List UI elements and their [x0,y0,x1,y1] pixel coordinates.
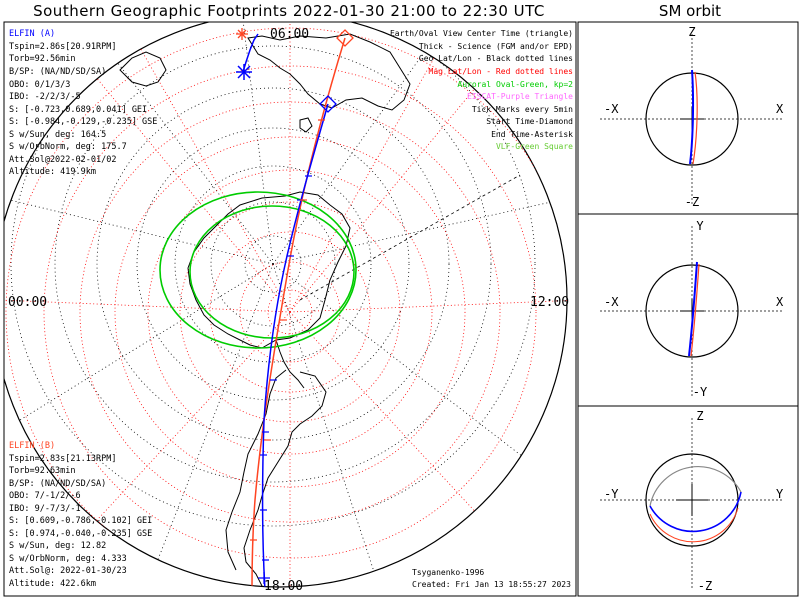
mlt-label-left: 00:00 [8,295,47,310]
elfin-a-line: S w/OrbNorm, deg: 175.7 [9,142,127,152]
elfin-b-start-diamond [336,29,354,47]
antarctic-peninsula [275,339,305,389]
australia-coastline [247,33,411,111]
sm-xz-b-track [692,71,698,165]
axis-label: X [776,295,784,309]
elfin-b-ticks [250,119,325,541]
elfin-a-line: Att.Sol@2022-02-01/02 [9,155,116,165]
elfin-b-line: B/SP: (NA/ND/SD/SA) [9,479,106,489]
elfin-b-line: Tspin=2.83s[21.13RPM] [9,454,116,464]
geo-longitude-grid [9,22,561,587]
elfin-b-line: OBO: 7/-1/2/-6 [9,491,81,501]
elfin-a-line: S w/Sun, deg: 164.5 [9,130,106,140]
elfin-a-end-asterisk [236,64,252,80]
elfin-b-line: S w/Sun, deg: 12.82 [9,541,106,551]
elfin-b-line: S: [0.974,-0.040,-0.235] GSE [9,529,152,539]
elfin-b-line: Torb=92.63min [9,466,76,476]
sm-xz-a-track [689,69,695,165]
axis-label: -Z [698,579,712,593]
legend-entry: Geo Lat/Lon - Black dotted lines [419,54,573,63]
axis-label: -X [604,102,619,116]
tasmania-coastline [299,117,313,133]
elfin-a-line: IBO: -2/2/3/-5 [9,92,81,102]
sm-frame [577,21,799,597]
geo-latitude-grid [10,22,536,527]
elfin-b-line: Att.Sol@: 2022-01-30/23 [9,566,127,576]
sm-xy-a-track [688,261,698,357]
elfin-b-end-asterisk [236,28,248,40]
axis-label: -Y [693,385,708,399]
plot-title: Southern Geographic Footprints 2022-01-3… [33,2,545,20]
auroral-oval-outer [159,191,357,349]
elfin-b-track [251,37,346,587]
mlt-label-bottom: 18:00 [264,579,303,594]
legend-entry: EISCAT-Purple Triangle [467,92,573,101]
antarctica-coastline [187,191,351,349]
axis-label: Z [688,25,695,39]
legend-entry: Auroral Oval-Green, kp=2 [457,80,573,89]
south-america-west [225,369,287,571]
sm-yz-ref-arc [649,466,742,507]
elfin-a-info: ELFIN (A) Tspin=2.86s[20.91RPM] Torb=92.… [9,29,157,177]
sm-orbit-panels: Z -Z -X X Y -Y -X X [577,21,799,597]
globe-outline [4,22,568,588]
axis-label: -Y [604,487,619,501]
sm-orbit-title: SM orbit [658,2,722,20]
legend-entry: Start Time-Diamond [486,117,573,126]
elfin-b-header: ELFIN (B) [9,441,55,451]
legend-entry: End Time-Asterisk [491,130,573,139]
elfin-a-line: Tspin=2.86s[20.91RPM] [9,42,116,52]
legend-entry: Earth/Oval View Center Time (triangle) [390,29,573,38]
elfin-a-line: OBO: 0/1/3/3 [9,80,70,90]
map-legend: Earth/Oval View Center Time (triangle) T… [390,29,573,151]
axis-label: -Z [685,195,699,209]
legend-entry: VLF-Green Square [496,142,573,151]
sm-panel-xz: Z -Z -X X [600,25,784,209]
sm-yz-a-track [649,491,742,533]
africa-coastline [119,51,167,87]
elfin-a-line: Torb=92.56min [9,54,76,64]
elfin-a-bottom-marker [258,572,270,584]
axis-label: Z [696,409,703,423]
sm-panel-yz: Z -Z -Y Y [600,409,784,593]
polar-map: 06:00 00:00 12:00 18:00 ELFIN (A) Tspin=… [4,22,573,594]
map-frame [3,21,577,597]
sm-panel-xy: Y -Y -X X [600,219,784,399]
elfin-b-line: IBO: 9/-7/3/-1 [9,504,81,514]
axis-label: -X [604,295,619,309]
elfin-a-line: B/SP: (NA/ND/SD/SA) [9,67,106,77]
terminator-line [299,174,521,301]
axis-label: Y [776,487,784,501]
legend-entry: Thick - Science (FGM and/or EPD) [419,42,573,51]
sm-yz-b-track [649,507,739,543]
sm-xy-b-track [690,263,700,357]
mlt-label-top: 06:00 [270,27,309,42]
model-label: Tsyganenko-1996 [412,568,484,577]
elfin-b-line: Altitude: 422.6km [9,579,96,589]
elfin-a-line: S: [-0.984,-0.129,-0.235] GSE [9,117,157,127]
elfin-b-info: ELFIN (B) Tspin=2.83s[21.13RPM] Torb=92.… [9,441,152,589]
axis-label: Y [696,219,704,233]
elfin-b-line: S: [0.609,-0.786,-0.102] GEI [9,516,152,526]
created-label: Created: Fri Jan 13 18:55:27 2023 [412,580,571,589]
elfin-a-header: ELFIN (A) [9,29,55,39]
elfin-b-line: S w/OrbNorm, deg: 4.333 [9,554,127,564]
elfin-a-line: Altitude: 419.9km [9,167,96,177]
elfin-a-track-start [242,33,259,73]
legend-entry: Mag Lat/Lon - Red dotted lines [429,67,574,76]
elfin-a-start-diamond [319,95,337,113]
mag-longitude-grid [4,22,567,587]
south-america-coastline [243,371,327,587]
mlt-label-right: 12:00 [530,295,569,310]
elfin-a-line: S: [-0.723,0.689,0.041] GEI [9,105,147,115]
legend-entry: Tick Marks every 5min [472,105,573,114]
elfin-a-track [261,103,329,587]
axis-label: X [776,102,784,116]
auroral-oval-inner [189,205,355,339]
